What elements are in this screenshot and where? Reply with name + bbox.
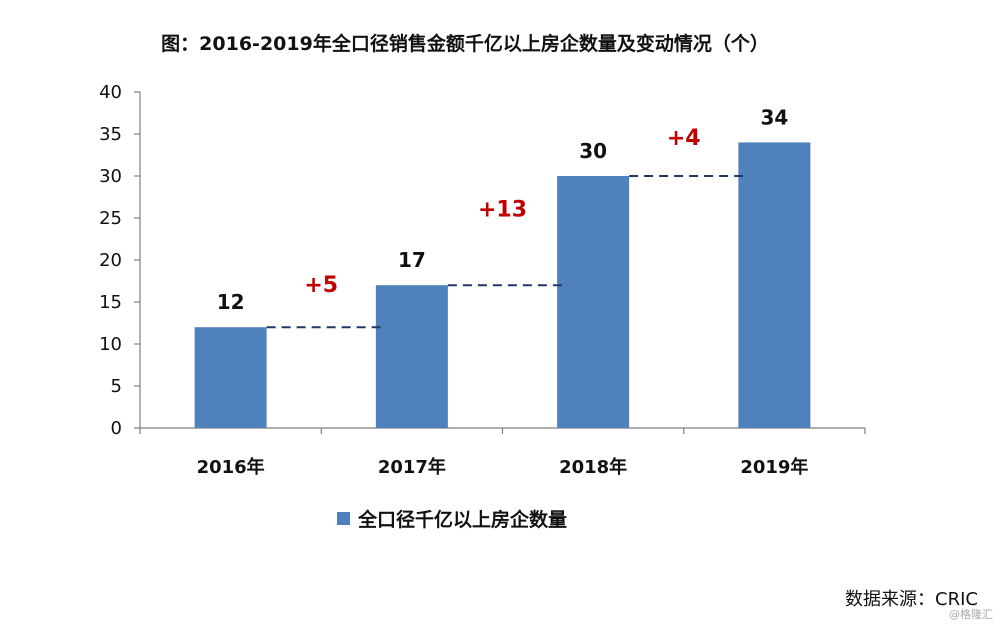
y-tick-label: 20: [99, 250, 122, 271]
source-note: 数据来源：CRIC: [845, 589, 978, 610]
y-axis: 0 5 10 15 20 25 30 35 40: [99, 82, 141, 439]
y-tick-label: 15: [99, 292, 122, 313]
y-tick-label: 25: [99, 208, 122, 229]
watermark: @格隆汇: [949, 607, 993, 621]
bar-value-label: 12: [217, 290, 245, 314]
change-label: +5: [304, 273, 338, 298]
bar-value-label: 30: [579, 139, 607, 163]
y-tick-label: 5: [111, 376, 122, 397]
bar: [557, 176, 630, 428]
legend-label: 全口径千亿以上房企数量: [357, 508, 567, 531]
y-tick-label: 40: [99, 82, 122, 103]
x-axis: 2016年 2017年 2018年 2019年: [139, 427, 866, 478]
y-tick-label: 0: [111, 418, 122, 439]
bar: [194, 327, 267, 428]
legend: 全口径千亿以上房企数量: [337, 508, 567, 531]
bar: [738, 142, 811, 428]
legend-swatch: [337, 512, 350, 525]
x-category-label: 2019年: [740, 456, 808, 478]
x-category-label: 2018年: [559, 456, 627, 478]
y-tick-label: 10: [99, 334, 122, 355]
x-category-label: 2017年: [378, 456, 446, 478]
y-tick-label: 35: [99, 124, 122, 145]
value-labels: 12 17 30 34 +5 +13 +4: [217, 105, 789, 314]
bar-value-label: 34: [760, 105, 788, 129]
change-connectors: [266, 175, 750, 329]
bar-value-label: 17: [398, 248, 426, 272]
bar-series: [194, 142, 811, 428]
change-label: +13: [478, 198, 527, 223]
chart-title: 图：2016-2019年全口径销售金额千亿以上房企数量及变动情况（个）: [161, 32, 769, 55]
bar: [375, 285, 448, 428]
y-tick-label: 30: [99, 166, 122, 187]
x-category-label: 2016年: [197, 456, 265, 478]
change-label: +4: [667, 126, 701, 151]
